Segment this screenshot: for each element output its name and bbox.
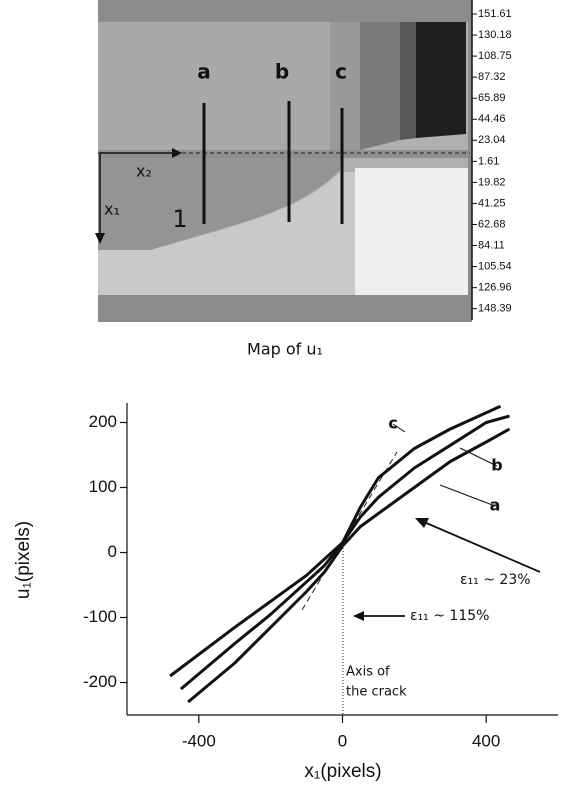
colorbar-label: 62.68 <box>478 218 506 230</box>
colorbar-label: 41.25 <box>478 197 506 209</box>
colorbar-label: 148.39 <box>478 303 512 315</box>
axis-label: x₂ <box>136 162 152 181</box>
y-tick-label: -100 <box>83 607 117 626</box>
y-tick-label: 0 <box>108 542 117 561</box>
leader-line <box>439 484 496 507</box>
map-line-label: b <box>275 60 289 84</box>
leader-line <box>459 447 498 467</box>
colorbar-label: 1.61 <box>478 155 499 167</box>
colorbar-label: 105.54 <box>478 261 512 273</box>
map-line-label: c <box>335 60 347 84</box>
colorbar-label: 23.04 <box>478 134 506 146</box>
annotation: ε₁₁ ~ 115% <box>410 608 489 624</box>
line-series <box>169 404 502 678</box>
map-label: 1 <box>172 205 187 233</box>
annotation: Axis of <box>346 665 390 680</box>
colorbar-label: 126.96 <box>478 282 512 294</box>
annotation: ε₁₁ ~ 23% <box>460 572 531 588</box>
line-series <box>179 414 510 691</box>
colorbar-label: 108.75 <box>478 50 512 62</box>
y-axis-label: u₁(pixels) <box>13 521 34 599</box>
x-tick-label: -400 <box>182 731 216 750</box>
line-series <box>187 427 511 704</box>
colorbar-label: 19.82 <box>478 176 506 188</box>
x-axis-label: x₁(pixels) <box>304 761 381 782</box>
legend-label: c <box>388 414 397 433</box>
legend-label: a <box>490 496 501 515</box>
y-tick-label: 200 <box>89 412 117 431</box>
legend-label: b <box>491 456 502 475</box>
chart-decor <box>301 451 541 715</box>
map-image <box>95 0 473 322</box>
axis-label: x₁ <box>104 200 120 219</box>
colorbar-label: 151.61 <box>478 8 512 20</box>
colorbar-label: 44.46 <box>478 113 506 125</box>
x-tick-label: 400 <box>472 731 500 750</box>
y-tick-label: 100 <box>89 477 117 496</box>
annotation: the crack <box>346 685 407 700</box>
x-tick-label: 0 <box>338 731 347 750</box>
caption: Map of u₁ <box>247 340 323 359</box>
leader-line <box>392 423 406 433</box>
colorbar-label: 84.11 <box>478 239 505 251</box>
colorbar-label: 87.32 <box>478 71 506 83</box>
y-tick-label: -200 <box>83 672 117 691</box>
map-line-label: a <box>197 60 211 84</box>
colorbar-label: 65.89 <box>478 92 506 104</box>
colorbar-label: 130.18 <box>478 29 512 41</box>
